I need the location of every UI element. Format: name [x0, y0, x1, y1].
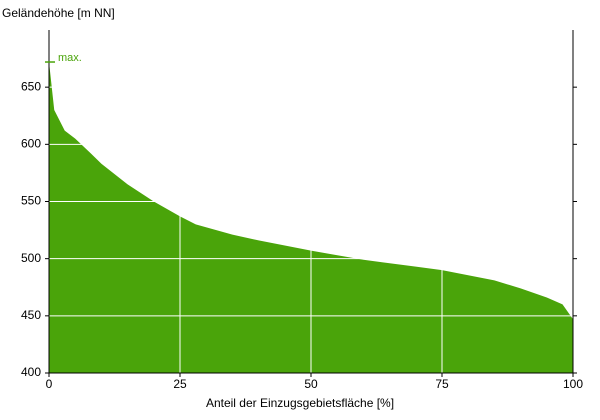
x-tick-label: 25 [173, 377, 187, 391]
y-tick-label: 450 [21, 308, 41, 322]
x-tick-label: 75 [435, 377, 449, 391]
y-tick-label: 400 [21, 365, 41, 379]
x-tick-label: 100 [563, 377, 583, 391]
y-axis-label: Geländehöhe [m NN] [2, 6, 115, 20]
x-axis-label: Anteil der Einzugsgebietsfläche [%] [206, 396, 394, 410]
y-tick-label: 500 [21, 251, 41, 265]
y-tick-label: 550 [21, 194, 41, 208]
x-tick-label: 0 [46, 377, 53, 391]
x-tick-label: 50 [304, 377, 318, 391]
y-tick-label: 600 [21, 137, 41, 151]
max-label: max. [58, 52, 82, 64]
y-tick-label: 650 [21, 79, 41, 93]
